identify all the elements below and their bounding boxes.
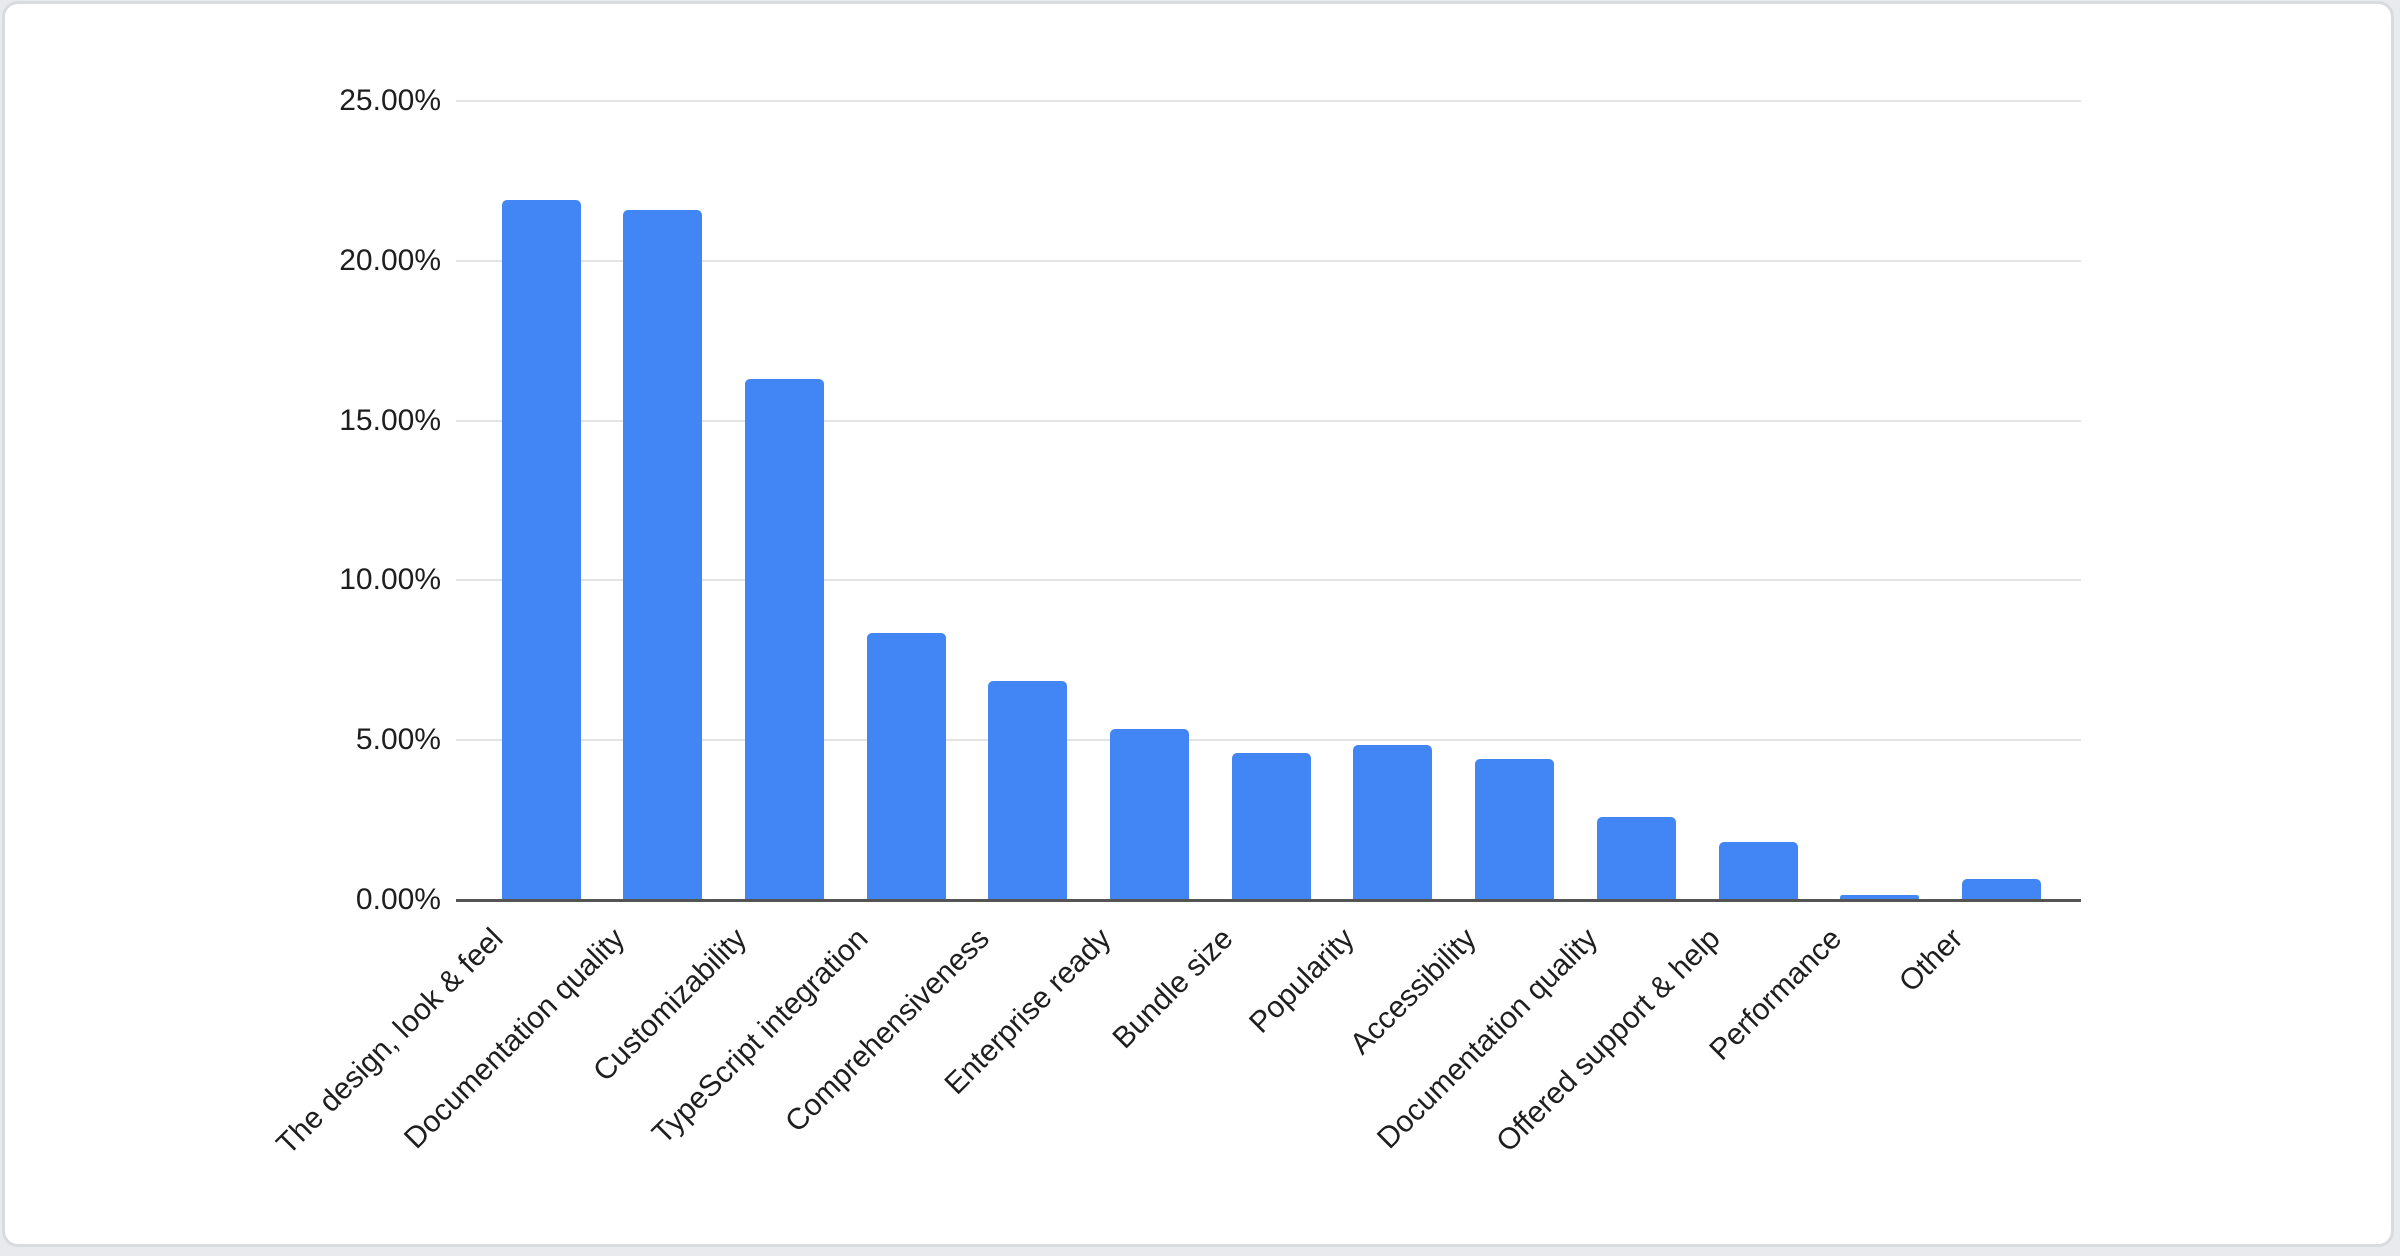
x-axis-tick-label: TypeScript integration	[645, 922, 875, 1151]
bar-documentation-quality-1[interactable]	[623, 210, 703, 900]
y-axis-tick-label: 20.00%	[339, 243, 441, 277]
y-axis-tick-label: 10.00%	[339, 563, 441, 597]
bar-typescript-integration-3[interactable]	[866, 633, 946, 900]
x-axis-tick-label: Offered support & help	[1489, 922, 1727, 1159]
x-axis-tick-label: Comprehensiveness	[779, 922, 997, 1139]
bar-other-12[interactable]	[1961, 879, 2041, 900]
bar-chart: 0.00% 5.00% 10.00% 15.00% 20.00% 25.00% The de…	[5, 4, 2391, 1244]
x-axis-tick-label: Other	[1893, 922, 1970, 999]
bar-customizability-2[interactable]	[744, 379, 824, 900]
bar-comprehensiveness-4[interactable]	[988, 681, 1068, 900]
bar-documentation-quality-9[interactable]	[1596, 817, 1676, 900]
x-axis-tick-label: Popularity	[1243, 922, 1362, 1040]
x-axis-baseline	[456, 899, 2081, 902]
bar-popularity-7[interactable]	[1353, 745, 1433, 900]
y-axis-tick-label: 25.00%	[339, 84, 441, 117]
x-axis-tick-label: Bundle size	[1106, 922, 1240, 1056]
bar-performance-11[interactable]	[1840, 895, 1920, 900]
gridline-10.00%	[456, 579, 2081, 582]
y-axis-tick-label: 15.00%	[339, 403, 441, 437]
bar-enterprise-ready-5[interactable]	[1110, 729, 1189, 900]
bar-offered-support-help-10[interactable]	[1718, 842, 1798, 900]
gridline-20.00%	[456, 259, 2081, 262]
bar-accessibility-8[interactable]	[1475, 759, 1555, 900]
bar-bundle-size-6[interactable]	[1231, 753, 1311, 900]
x-axis-tick-label: The design, look & feel	[270, 922, 510, 1162]
gridline-15.00%	[456, 419, 2081, 422]
bar-the-design-look-feel-0[interactable]	[501, 200, 581, 900]
x-axis-tick-label: Documentation quality	[1371, 922, 1605, 1156]
x-axis-tick-label: Documentation quality	[397, 922, 632, 1156]
y-axis-tick-label: 0.00%	[355, 883, 441, 916]
gridline-25.00%	[456, 100, 2081, 102]
y-axis-tick-label: 5.00%	[355, 723, 441, 757]
gridline-5.00%	[456, 739, 2081, 742]
